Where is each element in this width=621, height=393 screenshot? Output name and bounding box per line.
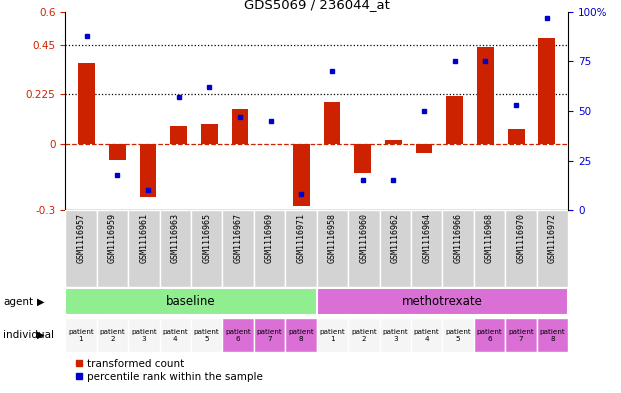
Bar <box>348 210 379 287</box>
Text: patient
1: patient 1 <box>320 329 345 342</box>
Bar <box>65 318 97 352</box>
Bar <box>348 318 379 352</box>
Bar <box>65 288 317 315</box>
Bar <box>538 38 555 144</box>
Bar <box>324 102 340 144</box>
Text: GSM1116967: GSM1116967 <box>233 213 243 263</box>
Bar <box>222 210 254 287</box>
Text: GSM1116968: GSM1116968 <box>485 213 494 263</box>
Bar <box>385 140 402 144</box>
Text: ▶: ▶ <box>37 330 44 340</box>
Bar <box>446 95 463 144</box>
Bar <box>442 210 474 287</box>
Text: GSM1116971: GSM1116971 <box>296 213 306 263</box>
Bar <box>285 318 317 352</box>
Bar <box>160 210 191 287</box>
Text: baseline: baseline <box>166 295 215 308</box>
Bar <box>293 144 310 206</box>
Text: agent: agent <box>3 297 34 307</box>
Text: patient
8: patient 8 <box>540 329 565 342</box>
Bar <box>415 144 432 153</box>
Text: patient
3: patient 3 <box>131 329 156 342</box>
Text: individual: individual <box>3 330 54 340</box>
Text: patient
7: patient 7 <box>256 329 283 342</box>
Text: GSM1116959: GSM1116959 <box>108 213 117 263</box>
Bar <box>379 210 411 287</box>
Bar <box>507 129 525 144</box>
Text: patient
8: patient 8 <box>288 329 314 342</box>
Text: GSM1116960: GSM1116960 <box>360 213 368 263</box>
Bar <box>128 318 160 352</box>
Text: patient
5: patient 5 <box>194 329 220 342</box>
Bar <box>222 318 254 352</box>
Text: GSM1116958: GSM1116958 <box>328 213 337 263</box>
Text: GSM1116969: GSM1116969 <box>265 213 274 263</box>
Bar <box>285 210 317 287</box>
Bar <box>411 318 442 352</box>
Bar <box>140 144 156 197</box>
Bar <box>317 288 568 315</box>
Bar <box>505 210 537 287</box>
Bar <box>232 109 248 144</box>
Text: methotrexate: methotrexate <box>402 295 483 308</box>
Bar <box>442 318 474 352</box>
Bar <box>191 210 222 287</box>
Bar <box>78 62 95 144</box>
Bar <box>128 210 160 287</box>
Bar <box>474 318 505 352</box>
Text: patient
6: patient 6 <box>225 329 251 342</box>
Bar <box>160 318 191 352</box>
Bar <box>379 318 411 352</box>
Bar <box>254 318 285 352</box>
Text: patient
4: patient 4 <box>414 329 440 342</box>
Bar <box>97 318 128 352</box>
Bar <box>254 210 285 287</box>
Legend: transformed count, percentile rank within the sample: transformed count, percentile rank withi… <box>70 354 267 386</box>
Text: GSM1116957: GSM1116957 <box>76 213 86 263</box>
Bar <box>537 318 568 352</box>
Title: GDS5069 / 236044_at: GDS5069 / 236044_at <box>244 0 389 11</box>
Text: GSM1116962: GSM1116962 <box>391 213 400 263</box>
Text: patient
1: patient 1 <box>68 329 94 342</box>
Text: patient
5: patient 5 <box>445 329 471 342</box>
Bar <box>411 210 442 287</box>
Text: patient
3: patient 3 <box>383 329 408 342</box>
Text: GSM1116961: GSM1116961 <box>139 213 148 263</box>
Bar <box>317 318 348 352</box>
Bar <box>317 210 348 287</box>
Bar <box>477 47 494 144</box>
Text: patient
4: patient 4 <box>162 329 188 342</box>
Text: GSM1116972: GSM1116972 <box>548 213 557 263</box>
Text: ▶: ▶ <box>37 297 44 307</box>
Text: GSM1116966: GSM1116966 <box>454 213 463 263</box>
Bar <box>191 318 222 352</box>
Text: patient
7: patient 7 <box>508 329 534 342</box>
Bar <box>474 210 505 287</box>
Text: GSM1116970: GSM1116970 <box>517 213 525 263</box>
Bar <box>170 127 187 144</box>
Bar <box>537 210 568 287</box>
Text: GSM1116964: GSM1116964 <box>422 213 431 263</box>
Bar <box>65 210 97 287</box>
Text: patient
2: patient 2 <box>351 329 377 342</box>
Text: patient
2: patient 2 <box>99 329 125 342</box>
Bar <box>201 124 218 144</box>
Bar <box>505 318 537 352</box>
Text: patient
6: patient 6 <box>477 329 502 342</box>
Text: GSM1116965: GSM1116965 <box>202 213 211 263</box>
Bar <box>109 144 126 160</box>
Text: GSM1116963: GSM1116963 <box>171 213 179 263</box>
Bar <box>355 144 371 173</box>
Bar <box>97 210 128 287</box>
